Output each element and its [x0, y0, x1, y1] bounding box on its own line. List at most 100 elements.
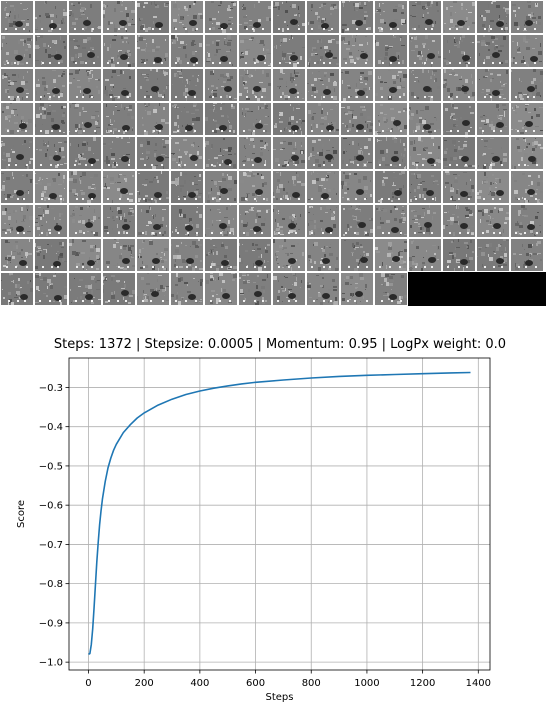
tile-texture: [341, 69, 373, 101]
y-axis-ticks: −1.0 −0.9 −0.8 −0.7 −0.6 −0.5 −0.4 −0.3: [39, 383, 69, 669]
x-tick-label: 600: [246, 678, 265, 689]
image-tile: [35, 35, 67, 67]
tile-texture: [511, 171, 543, 203]
image-tile: [69, 205, 101, 237]
image-tile: [137, 137, 169, 169]
image-tile: [511, 1, 543, 33]
image-tile: [511, 103, 543, 135]
image-tile: [137, 273, 169, 305]
image-tile: [375, 103, 407, 135]
image-tile: [409, 69, 441, 101]
image-tile: [239, 205, 271, 237]
image-tile: [103, 35, 135, 67]
tile-texture: [307, 239, 339, 271]
image-tile: [375, 1, 407, 33]
image-tile: [205, 1, 237, 33]
image-tile: [477, 69, 509, 101]
image-tile: [511, 69, 543, 101]
tile-texture: [1, 35, 33, 67]
image-tile: [511, 35, 543, 67]
tile-texture: [273, 1, 305, 33]
x-axis-ticks: 0 200 400 600 800 1000 1200 1400: [85, 670, 491, 689]
image-tile: [409, 239, 441, 271]
tile-texture: [103, 205, 135, 237]
tile-texture: [307, 1, 339, 33]
tile-texture: [477, 103, 509, 135]
tile-texture: [1, 69, 33, 101]
image-tile: [375, 69, 407, 101]
tile-texture: [273, 171, 305, 203]
tile-texture: [205, 35, 237, 67]
tile-texture: [103, 137, 135, 169]
image-tile: [69, 273, 101, 305]
tile-texture: [409, 69, 441, 101]
image-tile: [341, 35, 373, 67]
image-tile: [137, 35, 169, 67]
image-tile: [103, 273, 135, 305]
image-tile: [409, 137, 441, 169]
image-tile: [307, 239, 339, 271]
image-tile: [375, 205, 407, 237]
tile-texture: [171, 205, 203, 237]
tile-texture: [137, 35, 169, 67]
tile-texture: [511, 35, 543, 67]
image-tile: [69, 103, 101, 135]
image-tile: [477, 205, 509, 237]
tile-texture: [205, 137, 237, 169]
y-tick-label: −1.0: [39, 658, 63, 669]
image-tile: [375, 35, 407, 67]
tile-texture: [409, 103, 441, 135]
image-tile: [205, 137, 237, 169]
tile-texture: [409, 1, 441, 33]
image-tile: [307, 35, 339, 67]
tile-texture: [477, 205, 509, 237]
image-tile: [409, 103, 441, 135]
tile-texture: [239, 1, 271, 33]
tile-texture: [375, 103, 407, 135]
image-tile: [35, 1, 67, 33]
image-tile: [1, 1, 33, 33]
image-tile: [273, 103, 305, 135]
image-tile: [273, 239, 305, 271]
image-tile: [137, 205, 169, 237]
image-tile: [341, 137, 373, 169]
tile-texture: [239, 69, 271, 101]
image-tile: [137, 171, 169, 203]
image-tile: [375, 239, 407, 271]
image-tile: [273, 171, 305, 203]
image-tile: [239, 1, 271, 33]
image-tile-grid: [0, 0, 546, 308]
image-tile: [307, 137, 339, 169]
tile-texture: [511, 239, 543, 271]
tile-texture: [409, 171, 441, 203]
tile-texture: [341, 239, 373, 271]
tile-texture: [239, 205, 271, 237]
image-tile: [171, 69, 203, 101]
image-tile: [443, 171, 475, 203]
tile-texture: [341, 35, 373, 67]
tile-texture: [35, 171, 67, 203]
tile-texture: [477, 239, 509, 271]
tile-texture: [171, 35, 203, 67]
x-tick-label: 400: [190, 678, 209, 689]
image-tile: [239, 239, 271, 271]
image-tile: [307, 1, 339, 33]
tile-texture: [171, 1, 203, 33]
tile-texture: [103, 171, 135, 203]
tile-texture: [477, 69, 509, 101]
image-tile: [205, 273, 237, 305]
image-tile: [273, 137, 305, 169]
tile-texture: [511, 69, 543, 101]
tile-texture: [375, 273, 407, 305]
image-tile: [409, 35, 441, 67]
tile-texture: [239, 171, 271, 203]
tile-texture: [103, 35, 135, 67]
tile-texture: [341, 1, 373, 33]
grid-lines: [69, 358, 490, 670]
tile-texture: [375, 205, 407, 237]
image-tile: [205, 239, 237, 271]
tile-texture: [341, 205, 373, 237]
image-tile: [477, 137, 509, 169]
tile-texture: [35, 35, 67, 67]
x-tick-label: 0: [85, 678, 91, 689]
